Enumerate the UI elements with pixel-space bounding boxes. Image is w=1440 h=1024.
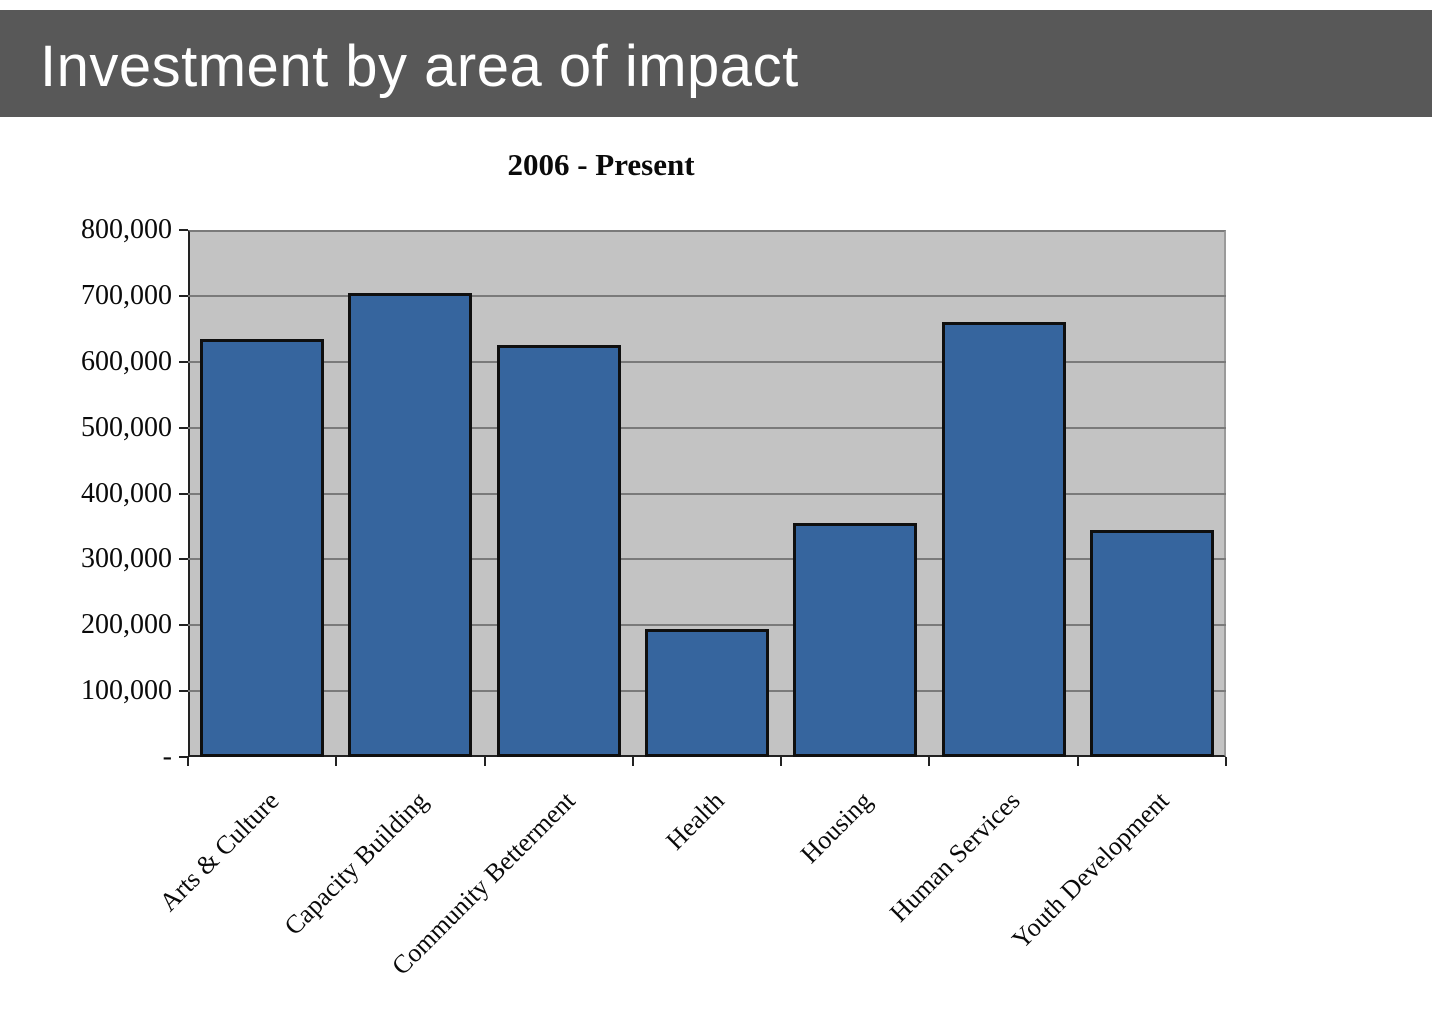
x-axis-tick	[631, 757, 634, 766]
bar-community-betterment	[496, 345, 621, 757]
y-axis-tick	[179, 492, 188, 495]
y-axis-tick	[179, 690, 188, 693]
x-axis-category-label: Human Services	[884, 786, 1027, 928]
bar-housing	[793, 523, 918, 757]
bar-capacity-building	[348, 293, 473, 757]
gridline	[188, 492, 1226, 495]
x-axis-tick	[928, 757, 931, 766]
chart-title: 2006 - Present	[507, 147, 695, 182]
y-axis-tick-label: 100,000	[81, 675, 172, 707]
x-axis-tick	[187, 757, 189, 766]
y-axis-tick-label: 300,000	[81, 543, 172, 575]
y-axis-tick-label: 800,000	[81, 214, 172, 245]
y-axis-tick	[179, 229, 188, 231]
gridline	[188, 360, 1226, 363]
x-axis-tick	[780, 757, 783, 766]
x-axis-category-label: Arts & Culture	[153, 786, 285, 917]
gridline	[188, 558, 1226, 561]
y-axis-tick	[179, 558, 188, 561]
y-axis-tick-label: 200,000	[81, 609, 172, 641]
x-axis-tick	[1076, 757, 1079, 766]
gridline	[188, 426, 1226, 429]
x-axis-category-label: Housing	[794, 786, 878, 869]
y-axis-tick-label: 400,000	[81, 477, 172, 509]
x-axis-tick	[1225, 757, 1227, 766]
y-axis-tick-label: 700,000	[81, 279, 172, 311]
gridline	[188, 624, 1226, 627]
gridline	[188, 294, 1226, 297]
bar-arts-culture	[200, 339, 325, 757]
x-axis-category-label: Capacity Building	[278, 786, 433, 941]
y-axis-tick	[179, 294, 188, 297]
y-axis-tick-label: 500,000	[81, 411, 172, 443]
y-axis-tick-label: 600,000	[81, 345, 172, 377]
bar-human-services	[941, 322, 1066, 757]
x-axis-tick	[335, 757, 338, 766]
x-axis-category-label: Health	[659, 786, 730, 856]
y-axis-tick	[179, 756, 188, 758]
slide-header-bar: Investment by area of impact	[0, 10, 1432, 117]
bar-youth-development	[1089, 530, 1214, 757]
page-title: Investment by area of impact	[40, 34, 799, 99]
y-axis-tick	[179, 426, 188, 429]
x-axis-tick	[483, 757, 486, 766]
bar-health	[645, 629, 769, 757]
y-axis-tick	[179, 360, 188, 363]
y-axis-tick	[179, 624, 188, 627]
y-axis-tick-label: -	[162, 741, 172, 772]
x-axis-category-label: Youth Development	[1006, 786, 1175, 955]
